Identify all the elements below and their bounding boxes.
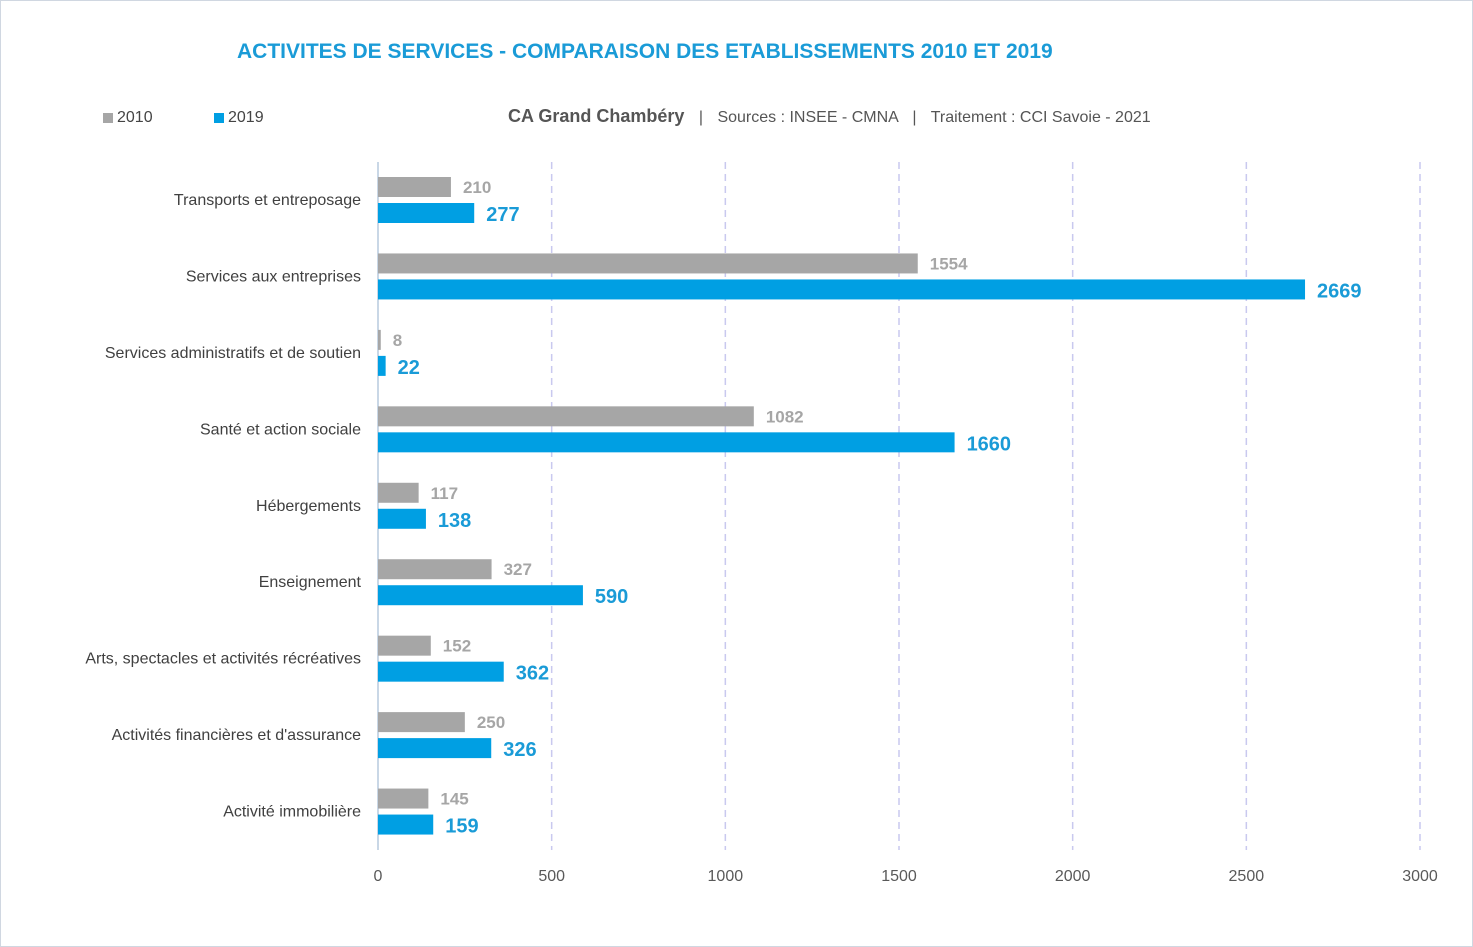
legend-label-2019: 2019 <box>228 109 264 126</box>
legend-label-2010: 2010 <box>117 109 153 126</box>
bar-2010 <box>378 482 419 503</box>
chart-title: ACTIVITES DE SERVICES - COMPARAISON DES … <box>237 40 1053 63</box>
category-label: Activité immobilière <box>223 804 361 821</box>
bar-2019 <box>378 203 475 223</box>
bar-2019 <box>378 508 426 529</box>
data-label-2019: 326 <box>503 739 536 761</box>
x-tick-label: 3000 <box>1402 868 1438 885</box>
subtitle-separator: | <box>698 109 703 126</box>
bar-2010 <box>378 788 429 809</box>
bar-2010 <box>378 559 492 580</box>
bar-2010 <box>378 635 431 656</box>
category-label: Arts, spectacles et activités récréative… <box>85 651 361 668</box>
bar-2010 <box>378 253 918 274</box>
x-tick-label: 2000 <box>1055 868 1091 885</box>
data-label-2019: 138 <box>438 510 471 532</box>
data-label-2010: 152 <box>443 637 471 656</box>
data-label-2019: 362 <box>516 663 549 685</box>
data-label-2010: 1554 <box>930 254 968 273</box>
x-tick-label: 2500 <box>1229 868 1265 885</box>
data-label-2010: 1082 <box>766 407 804 426</box>
x-tick-label: 500 <box>538 868 565 885</box>
legend-swatch-2010 <box>103 113 113 123</box>
subtitle-location: CA Grand Chambéry <box>508 106 685 126</box>
subtitle-treatment: Traitement : CCI Savoie - 2021 <box>930 109 1151 126</box>
legend-item-2019: 2019 <box>214 109 264 127</box>
bar-2010 <box>378 406 754 427</box>
data-label-2010: 210 <box>463 178 491 197</box>
legend-item-2010: 2010 <box>103 109 153 127</box>
category-label: Services aux entreprises <box>186 268 361 285</box>
category-label: Enseignement <box>259 574 362 591</box>
bar-2010 <box>378 177 451 197</box>
category-label: Hébergements <box>256 498 361 515</box>
subtitle-sources: Sources : INSEE - CMNA <box>717 109 898 126</box>
x-tick-label: 1500 <box>881 868 917 885</box>
data-label-2019: 1660 <box>967 433 1012 455</box>
x-tick-label: 0 <box>374 868 383 885</box>
data-label-2010: 8 <box>393 331 402 350</box>
data-label-2010: 327 <box>504 560 532 579</box>
data-label-2010: 117 <box>431 484 458 503</box>
category-label: Santé et action sociale <box>200 421 361 438</box>
bar-2010 <box>378 712 465 733</box>
bar-2019 <box>378 814 434 835</box>
category-label: Activités financières et d'assurance <box>112 727 362 744</box>
data-label-2019: 277 <box>486 204 519 226</box>
bar-2019 <box>378 355 386 376</box>
bar-2019 <box>378 585 583 606</box>
category-label: Transports et entreposage <box>174 192 361 209</box>
chart-subtitle: CA Grand Chambéry | Sources : INSEE - CM… <box>508 106 1151 127</box>
subtitle-separator: | <box>912 109 917 126</box>
bar-2019 <box>378 279 1306 300</box>
bar-2019 <box>378 661 504 682</box>
bar-2019 <box>378 738 492 759</box>
legend-swatch-2019 <box>214 113 224 123</box>
data-label-2010: 145 <box>440 790 468 809</box>
category-label: Services administratifs et de soutien <box>105 345 361 362</box>
x-tick-label: 1000 <box>708 868 744 885</box>
data-label-2019: 159 <box>445 816 478 838</box>
data-label-2019: 2669 <box>1317 280 1362 302</box>
bar-2010 <box>378 329 381 350</box>
data-label-2010: 250 <box>477 713 505 732</box>
data-label-2019: 22 <box>398 357 420 379</box>
bar-2019 <box>378 432 955 453</box>
data-label-2019: 590 <box>595 586 628 608</box>
